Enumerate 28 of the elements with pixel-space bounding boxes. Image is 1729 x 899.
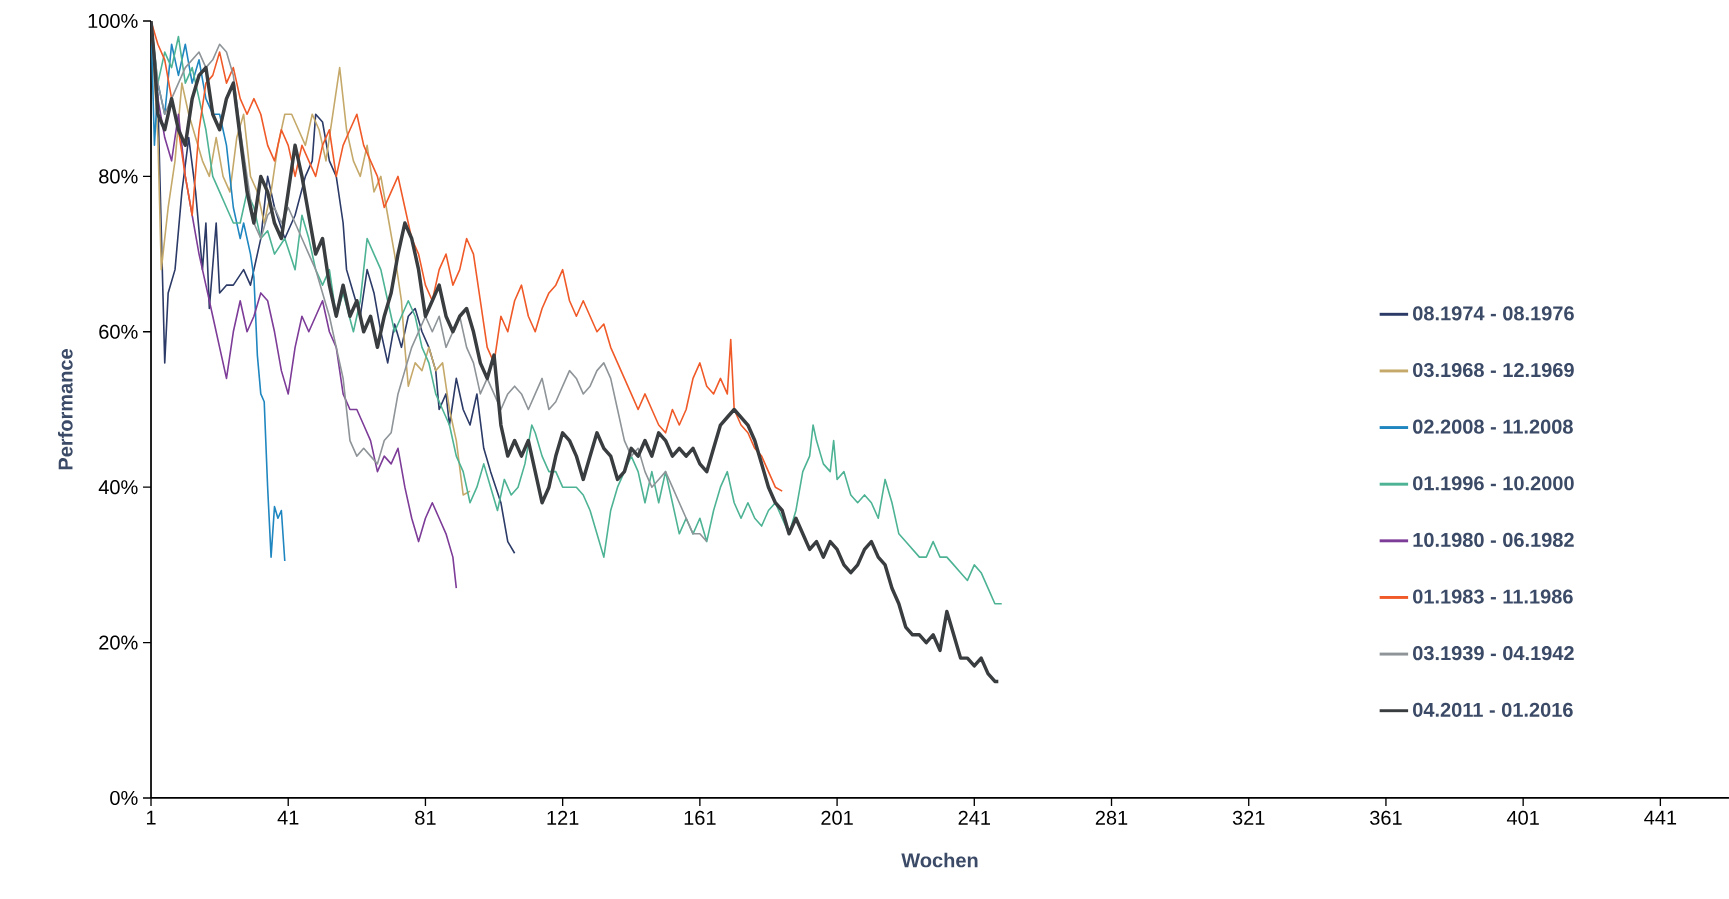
y-tick-label: 60% bbox=[99, 324, 138, 339]
x-tick-label: 121 bbox=[547, 810, 579, 825]
legend-label: 08.1974 - 08.1976 bbox=[1413, 306, 1574, 321]
x-tick-label: 321 bbox=[1232, 810, 1265, 825]
x-tick-label: 361 bbox=[1370, 810, 1402, 825]
y-axis-title: Performance bbox=[57, 349, 73, 470]
y-tick-label: 20% bbox=[99, 635, 138, 650]
x-tick-label: 161 bbox=[684, 810, 716, 825]
x-tick-label: 401 bbox=[1506, 810, 1539, 825]
x-tick-label: 81 bbox=[415, 810, 436, 825]
legend-label: 02.2008 - 11.2008 bbox=[1413, 419, 1573, 434]
x-tick-label: 281 bbox=[1095, 810, 1128, 825]
x-tick-label: 41 bbox=[277, 810, 299, 825]
x-tick-label: 201 bbox=[821, 810, 853, 825]
y-tick-label: 80% bbox=[99, 169, 138, 184]
x-tick-label: 441 bbox=[1644, 810, 1677, 825]
legend-label: 10.1980 - 06.1982 bbox=[1413, 532, 1574, 547]
legend-label: 03.1968 - 12.1969 bbox=[1413, 362, 1574, 378]
legend-label: 01.1983 - 11.1986 bbox=[1413, 589, 1573, 604]
legend-label: 01.1996 - 10.2000 bbox=[1413, 476, 1574, 491]
x-tick-label: 241 bbox=[958, 810, 990, 825]
legend-label: 03.1939 - 04.1942 bbox=[1413, 646, 1574, 661]
y-tick-label: 100% bbox=[88, 13, 138, 29]
legend-label: 04.2011 - 01.2016 bbox=[1413, 702, 1573, 717]
y-tick-label: 0% bbox=[110, 790, 138, 806]
x-tick-label: 1 bbox=[146, 810, 156, 825]
y-tick-label: 40% bbox=[98, 480, 138, 495]
x-axis-title: Wochen bbox=[901, 852, 978, 868]
